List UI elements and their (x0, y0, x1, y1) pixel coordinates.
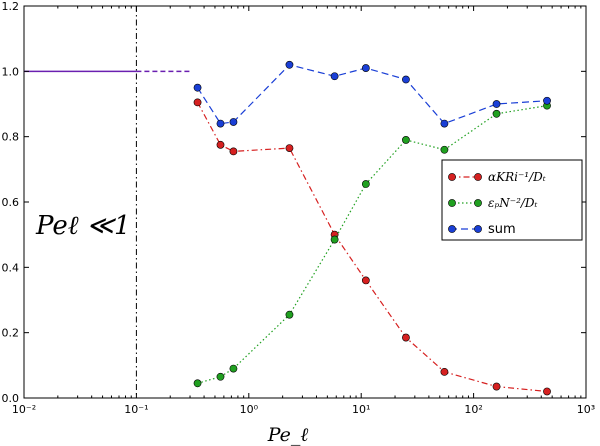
data-point-series-1 (285, 310, 294, 319)
y-tick-label: 0.0 (2, 392, 20, 405)
data-point-series-1 (216, 372, 225, 381)
y-tick-label: 0.4 (2, 261, 20, 274)
series-line-0 (197, 102, 548, 393)
data-point-series-2 (216, 119, 225, 128)
legend-label: εₚN⁻²/Dₜ (488, 196, 538, 210)
x-tick-label: 10⁰ (240, 403, 259, 416)
data-point-series-2 (330, 72, 339, 81)
data-point-series-1 (229, 364, 238, 373)
legend-swatch-marker (448, 173, 456, 181)
legend-swatch-marker (448, 225, 456, 233)
y-tick-label: 0.6 (2, 196, 20, 209)
legend-swatch-marker (474, 225, 482, 233)
x-tick-label: 10¹ (352, 403, 370, 416)
series-line-1 (197, 105, 548, 384)
data-point-series-0 (193, 98, 202, 107)
series-line-2 (197, 64, 548, 125)
data-point-series-0 (361, 276, 370, 285)
data-point-series-0 (402, 333, 410, 342)
data-point-series-0 (440, 367, 449, 376)
legend-box (441, 159, 583, 241)
low-pe-annotation: Peℓ ≪1 (35, 211, 131, 241)
y-tick-label: 0.2 (2, 327, 20, 340)
data-point-series-1 (330, 235, 339, 244)
y-tick-label: 1.0 (2, 65, 20, 78)
legend-items: αKRi⁻¹/Dₜ εₚN⁻²/Dₜ sum (448, 170, 546, 237)
tick-layer: 10⁻² 10⁻¹ 10⁰ 10¹ 10² 10³ 0.0 0.2 0.4 0.6 0.8 1.0 1.… (2, 0, 596, 416)
data-point-series-2 (492, 100, 501, 108)
data-point-series-2 (229, 118, 238, 126)
x-tick-label: 10⁻¹ (124, 403, 148, 416)
data-point-series-0 (285, 144, 294, 152)
data-point-series-1 (492, 109, 501, 118)
data-point-series-0 (216, 140, 225, 149)
legend: αKRi⁻¹/Dₜ εₚN⁻²/Dₜ sum (441, 159, 583, 241)
data-point-series-1 (440, 145, 449, 154)
data-point-series-1 (361, 180, 370, 188)
x-tick-label: 10³ (577, 403, 595, 416)
series-layer (193, 60, 551, 396)
data-point-series-0 (229, 147, 238, 156)
x-tick-label: 10² (464, 403, 482, 416)
data-point-series-2 (402, 75, 410, 84)
data-point-series-2 (285, 60, 294, 69)
data-point-series-2 (440, 119, 449, 128)
data-point-series-2 (193, 83, 202, 92)
x-tick-label: 10⁻² (12, 403, 36, 416)
legend-swatch-marker (448, 199, 456, 207)
legend-label: sum (488, 222, 516, 237)
y-tick-label: 0.8 (2, 131, 20, 144)
x-axis-label: Pe_ℓ (267, 424, 309, 446)
legend-label: αKRi⁻¹/Dₜ (488, 170, 546, 184)
data-point-series-1 (193, 379, 202, 388)
data-point-series-2 (543, 96, 551, 105)
data-point-series-2 (361, 64, 370, 72)
y-tick-label: 1.2 (2, 0, 20, 13)
data-point-series-0 (492, 382, 501, 391)
legend-swatch-marker (474, 173, 482, 181)
data-point-series-1 (402, 136, 410, 144)
legend-swatch-marker (474, 199, 482, 207)
data-point-series-0 (543, 387, 551, 396)
